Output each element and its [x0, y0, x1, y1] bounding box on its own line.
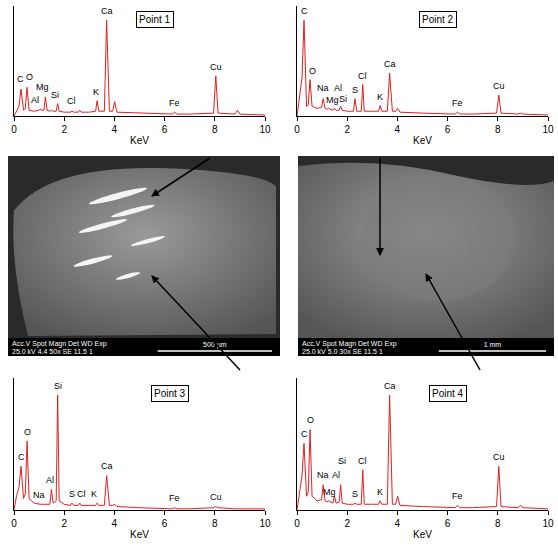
svg-text:0: 0 — [294, 124, 300, 135]
svg-text:4: 4 — [395, 518, 401, 529]
svg-text:Na: Na — [317, 83, 329, 93]
svg-text:Si: Si — [54, 381, 62, 391]
svg-text:C: C — [17, 74, 24, 84]
svg-text:0: 0 — [11, 124, 17, 135]
svg-text:Acc.V Spot Magn Det WD E: Acc.V Spot Magn Det WD Exp — [12, 340, 107, 348]
svg-text:8: 8 — [495, 518, 501, 529]
svg-text:S: S — [69, 489, 75, 499]
svg-text:25.0 kV 4.4 50x SE 11.5: 25.0 kV 4.4 50x SE 11.5 1 — [12, 348, 93, 355]
svg-text:1 mm: 1 mm — [484, 341, 502, 348]
svg-text:Fe: Fe — [452, 491, 463, 501]
svg-text:Ca: Ca — [101, 6, 113, 16]
svg-text:Cl: Cl — [358, 456, 367, 466]
svg-text:K: K — [377, 487, 383, 497]
svg-text:Al: Al — [334, 83, 342, 93]
svg-text:C: C — [301, 6, 308, 16]
svg-text:Cl: Cl — [358, 71, 367, 81]
svg-text:2: 2 — [344, 518, 350, 529]
svg-text:Na: Na — [317, 470, 329, 480]
svg-text:Mg: Mg — [36, 82, 49, 92]
svg-text:Cu: Cu — [210, 62, 222, 72]
svg-text:Ca: Ca — [384, 381, 396, 391]
svg-text:KeV: KeV — [130, 135, 149, 146]
svg-text:K: K — [377, 92, 383, 102]
svg-text:Fe: Fe — [452, 98, 463, 108]
svg-text:4: 4 — [112, 518, 118, 529]
svg-text:S: S — [352, 85, 358, 95]
svg-text:KeV: KeV — [413, 135, 432, 146]
svg-text:K: K — [91, 489, 97, 499]
svg-text:6: 6 — [162, 518, 168, 529]
svg-text:8: 8 — [212, 518, 218, 529]
svg-text:Ca: Ca — [101, 461, 113, 471]
svg-text:Si: Si — [339, 94, 347, 104]
svg-text:Cl: Cl — [77, 489, 86, 499]
svg-text:Cu: Cu — [493, 452, 505, 462]
svg-text:O: O — [309, 66, 316, 76]
svg-text:O: O — [307, 415, 314, 425]
svg-text:C: C — [301, 429, 308, 439]
svg-text:Point 2: Point 2 — [422, 14, 454, 25]
svg-text:Point 4: Point 4 — [432, 388, 464, 399]
svg-text:Al: Al — [31, 95, 39, 105]
svg-text:Fe: Fe — [169, 493, 180, 503]
svg-text:4: 4 — [395, 124, 401, 135]
svg-text:KeV: KeV — [413, 529, 432, 540]
svg-text:2: 2 — [344, 124, 350, 135]
svg-text:6: 6 — [445, 518, 451, 529]
svg-text:Al: Al — [46, 475, 54, 485]
svg-text:25.0 kV 5.0 30x SE 11.5: 25.0 kV 5.0 30x SE 11.5 1 — [302, 348, 383, 355]
svg-text:10: 10 — [542, 518, 554, 529]
svg-text:Si: Si — [51, 90, 59, 100]
svg-text:C: C — [18, 452, 25, 462]
svg-text:Si: Si — [338, 456, 346, 466]
svg-text:Acc.V Spot Magn Det WD E: Acc.V Spot Magn Det WD Exp — [302, 340, 397, 348]
svg-text:Mg: Mg — [323, 487, 336, 497]
svg-text:500 µm: 500 µm — [203, 341, 227, 349]
svg-text:O: O — [24, 427, 31, 437]
svg-text:Point 3: Point 3 — [154, 388, 186, 399]
svg-text:Fe: Fe — [169, 98, 180, 108]
svg-text:10: 10 — [259, 124, 271, 135]
svg-text:Cu: Cu — [493, 81, 505, 91]
svg-text:10: 10 — [542, 124, 554, 135]
svg-text:0: 0 — [294, 518, 300, 529]
svg-text:Cl: Cl — [67, 96, 76, 106]
svg-text:S: S — [352, 489, 358, 499]
svg-text:O: O — [26, 72, 33, 82]
svg-text:Al: Al — [332, 470, 340, 480]
svg-text:0: 0 — [11, 518, 17, 529]
svg-text:2: 2 — [61, 518, 67, 529]
svg-text:10: 10 — [259, 518, 271, 529]
svg-text:K: K — [93, 87, 99, 97]
svg-text:8: 8 — [495, 124, 501, 135]
svg-text:4: 4 — [112, 124, 118, 135]
svg-text:2: 2 — [61, 124, 67, 135]
svg-text:Ca: Ca — [384, 59, 396, 69]
svg-text:Na: Na — [33, 490, 45, 500]
svg-text:6: 6 — [445, 124, 451, 135]
svg-text:Mg: Mg — [326, 95, 339, 105]
svg-text:Point 1: Point 1 — [139, 14, 171, 25]
svg-text:8: 8 — [212, 124, 218, 135]
svg-text:6: 6 — [162, 124, 168, 135]
svg-text:Cu: Cu — [210, 492, 222, 502]
svg-text:KeV: KeV — [130, 529, 149, 540]
